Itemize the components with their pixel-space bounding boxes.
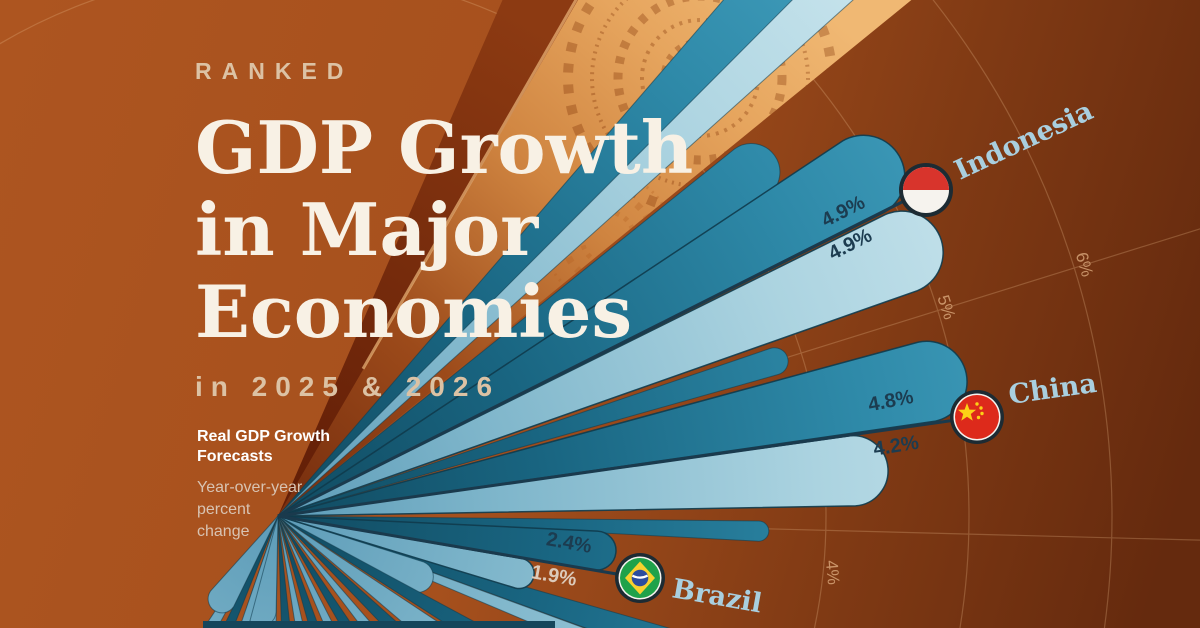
leader-lines xyxy=(277,188,978,580)
fan-ray xyxy=(277,515,305,628)
brazil-petal-2026 xyxy=(277,515,535,590)
grid-arc-6pct xyxy=(932,0,1113,628)
petal-rim-highlight xyxy=(361,0,578,370)
indonesia-petal-2026 xyxy=(277,210,944,517)
fan-ray xyxy=(277,515,488,628)
decorative-petals xyxy=(278,0,912,516)
fan-ray xyxy=(277,347,789,517)
grid-arc-4pct xyxy=(0,0,827,628)
brazil-flag-icon xyxy=(615,553,665,603)
indonesia-flag-icon xyxy=(899,163,953,217)
indonesia-petal-2025 xyxy=(277,134,906,517)
china-petal-2025 xyxy=(277,340,968,517)
fan-ray xyxy=(277,0,854,517)
fan-ray xyxy=(277,515,320,628)
fan-ray xyxy=(277,515,336,628)
fan-ray xyxy=(207,515,279,614)
china-leader-line xyxy=(277,415,978,518)
fan-ray xyxy=(277,515,355,628)
brazil-leader-line xyxy=(277,514,641,580)
grid-arc-5pct xyxy=(736,0,970,628)
batik-petal xyxy=(278,0,912,516)
fan-ray xyxy=(238,515,279,628)
fan-ray xyxy=(277,515,377,628)
grid-tick-4pct: 4% xyxy=(822,559,843,585)
indonesia-leader-line xyxy=(277,188,927,518)
grid-radial xyxy=(697,526,1200,541)
fan-ray xyxy=(277,515,291,628)
china-flag-icon xyxy=(950,390,1004,444)
fan-ray xyxy=(277,515,449,628)
bottom-strip xyxy=(203,621,555,628)
fan-rays xyxy=(203,0,854,628)
